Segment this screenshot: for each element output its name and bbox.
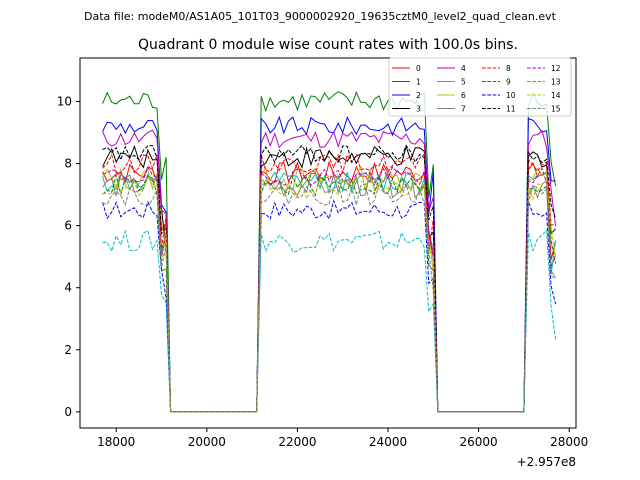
y-axis: 0 2 4 6 8 10 <box>57 94 80 419</box>
legend-label-4: 4 <box>461 64 466 73</box>
series-line-10 <box>102 199 557 413</box>
x-tick-label: 24000 <box>369 435 407 449</box>
series-line-8 <box>102 153 556 413</box>
legend-label-15: 15 <box>551 105 561 114</box>
suptitle: Data file: modeM0/AS1A05_101T03_90000029… <box>84 10 557 23</box>
legend-box <box>388 57 572 117</box>
legend-label-14: 14 <box>551 91 561 100</box>
legend-label-0: 0 <box>416 64 421 73</box>
y-tick-label: 10 <box>57 94 72 108</box>
legend-label-7: 7 <box>461 105 466 114</box>
legend-label-2: 2 <box>416 91 421 100</box>
legend-label-9: 9 <box>506 78 511 87</box>
legend-label-1: 1 <box>416 78 421 87</box>
legend-label-6: 6 <box>461 91 466 100</box>
y-tick-label: 2 <box>64 343 72 357</box>
series-line-4 <box>102 129 557 413</box>
axes-frame <box>79 57 577 429</box>
x-tick-label: 22000 <box>278 435 316 449</box>
x-tick-label: 26000 <box>460 435 498 449</box>
x-offset-label: +2.957e8 <box>517 455 576 469</box>
legend-label-12: 12 <box>551 64 561 73</box>
x-tick-label: 20000 <box>188 435 226 449</box>
y-tick-label: 6 <box>64 219 72 233</box>
series-line-12 <box>102 166 557 413</box>
legend-label-13: 13 <box>551 78 561 87</box>
y-tick-label: 0 <box>64 405 72 419</box>
legend-label-8: 8 <box>506 64 511 73</box>
legend-label-11: 11 <box>506 105 516 114</box>
series-layer <box>102 90 557 413</box>
series-line-11 <box>102 144 557 413</box>
series-line-1 <box>102 90 557 413</box>
legend-label-3: 3 <box>416 105 421 114</box>
series-line-15 <box>102 182 556 413</box>
legend-label-5: 5 <box>461 78 466 87</box>
y-tick-label: 8 <box>64 157 72 171</box>
series-line-2 <box>102 115 556 413</box>
x-tick-label: 18000 <box>97 435 135 449</box>
y-tick-label: 4 <box>64 281 72 295</box>
series-line-13 <box>102 229 557 413</box>
x-axis: 18000 20000 22000 24000 26000 28000 <box>97 428 588 449</box>
chart-title: Quadrant 0 module wise count rates with … <box>138 37 518 53</box>
series-line-14 <box>102 175 557 413</box>
legend-label-10: 10 <box>506 91 516 100</box>
x-tick-label: 28000 <box>550 435 588 449</box>
